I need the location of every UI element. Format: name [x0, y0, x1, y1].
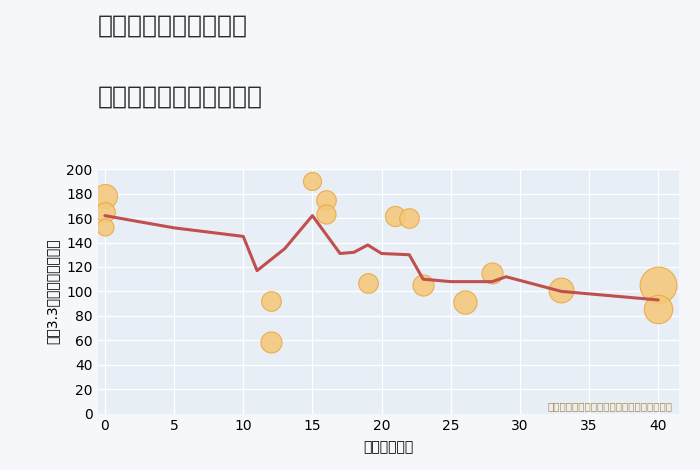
Point — [486, 269, 498, 277]
Point — [99, 208, 111, 216]
Point — [404, 214, 415, 222]
Text: 円の大きさは、取引のあった物件面積を示す: 円の大きさは、取引のあった物件面積を示す — [547, 401, 672, 411]
Point — [99, 192, 111, 200]
Point — [321, 211, 332, 218]
Point — [652, 305, 664, 312]
Point — [556, 286, 567, 294]
Point — [99, 223, 111, 230]
Point — [459, 298, 470, 306]
Point — [652, 282, 664, 289]
Text: 築年数別中古戸建て価格: 築年数別中古戸建て価格 — [98, 85, 263, 109]
Point — [265, 298, 276, 305]
Point — [321, 196, 332, 204]
Point — [265, 338, 276, 345]
Point — [417, 282, 428, 289]
X-axis label: 築年数（年）: 築年数（年） — [363, 440, 414, 454]
Point — [307, 178, 318, 185]
Text: 兵庫県西宮市甲東園の: 兵庫県西宮市甲東園の — [98, 14, 248, 38]
Point — [362, 279, 373, 287]
Y-axis label: 坪（3.3㎡）単価（万円）: 坪（3.3㎡）単価（万円） — [45, 239, 59, 344]
Point — [390, 212, 401, 219]
